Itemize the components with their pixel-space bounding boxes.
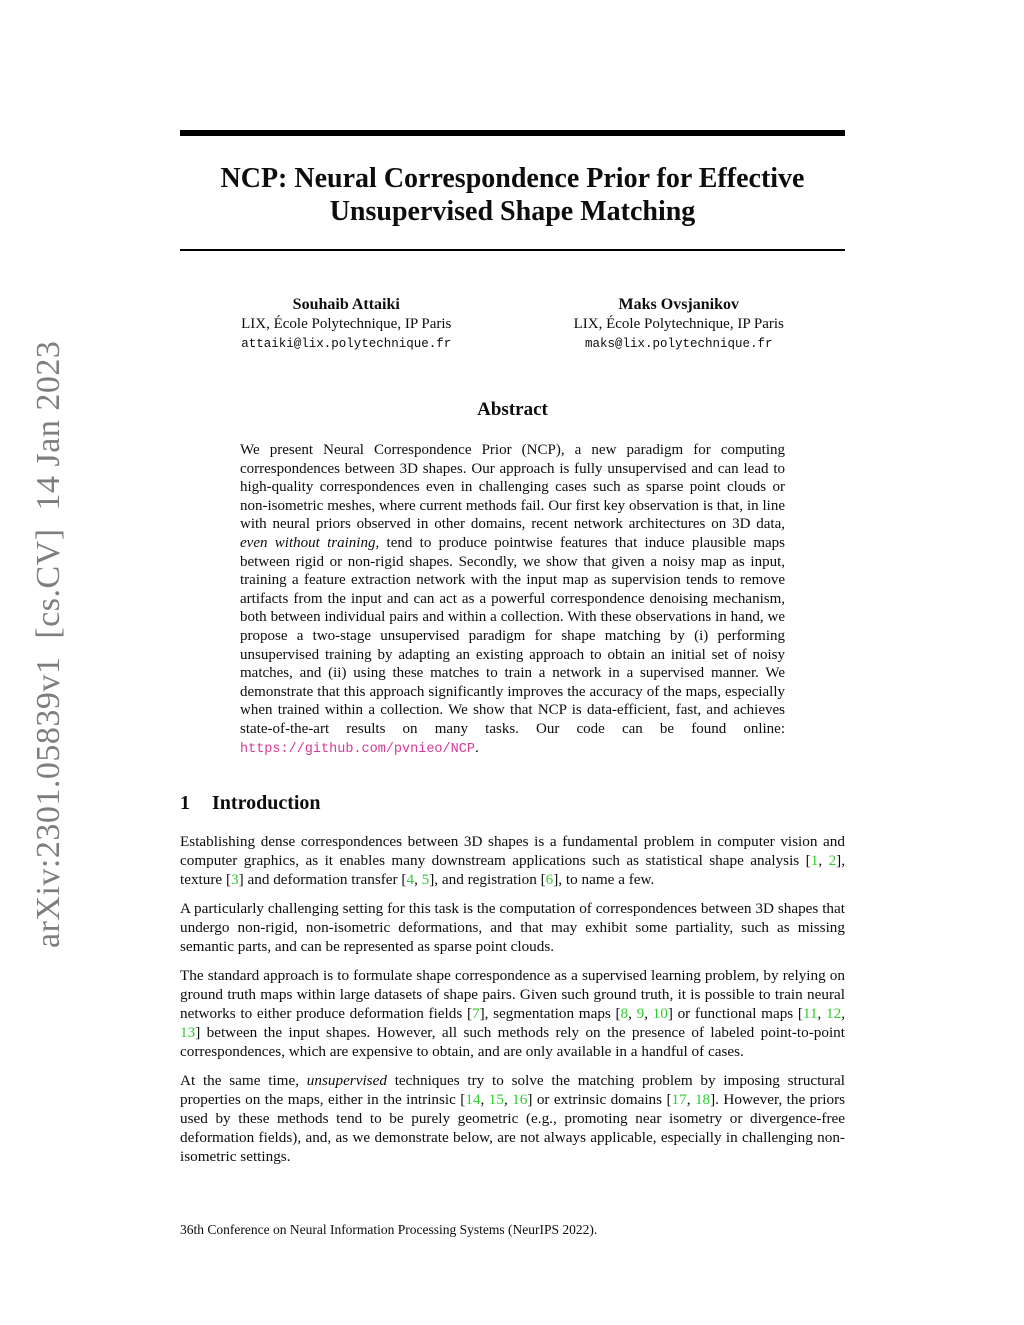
author-affiliation: LIX, École Polytechnique, IP Paris — [573, 316, 784, 332]
footer-note: 36th Conference on Neural Information Pr… — [180, 1222, 598, 1237]
title-line-1: NCP: Neural Correspondence Prior for Eff… — [220, 163, 805, 194]
text-run: , — [686, 1091, 695, 1109]
title-rule — [180, 249, 845, 251]
intro-paragraph-2: A particularly challenging setting for t… — [180, 899, 845, 956]
citation-link[interactable]: 14 — [465, 1091, 481, 1109]
arxiv-watermark: arXiv:2301.05839v1 [cs.CV] 14 Jan 2023 — [30, 340, 67, 948]
text-run: ] or functional maps [ — [667, 1005, 803, 1023]
paper-content: NCP: Neural Correspondence Prior for Eff… — [180, 0, 845, 1237]
text-run: Establishing dense correspondences betwe… — [180, 833, 845, 870]
section-title: Introduction — [212, 792, 321, 815]
citation-link[interactable]: 12 — [826, 1005, 842, 1023]
citation-link[interactable]: 3 — [231, 871, 239, 889]
text-run: ], texture [ — [180, 852, 846, 889]
intro-paragraph-4: At the same time, unsupervised technique… — [180, 1071, 845, 1166]
text-run: , — [628, 1005, 637, 1023]
abstract-text: We present Neural Correspondence Prior (… — [240, 441, 785, 759]
text-run: The standard approach is to formulate sh… — [180, 967, 845, 1023]
text-run: ] and deformation transfer [ — [238, 871, 407, 889]
paper-title: NCP: Neural Correspondence Prior for Eff… — [180, 162, 845, 228]
text-run: , — [480, 1091, 489, 1109]
text-run: We present Neural Correspondence Prior (… — [240, 442, 785, 533]
author-2: Maks Ovsjanikov LIX, École Polytechnique… — [513, 295, 846, 353]
author-1: Souhaib Attaiki LIX, École Polytechnique… — [180, 295, 513, 353]
author-block: Souhaib Attaiki LIX, École Polytechnique… — [180, 295, 845, 353]
text-run: unsupervised — [306, 1072, 387, 1090]
citation-link[interactable]: 9 — [636, 1005, 645, 1023]
text-run: A particularly challenging setting for t… — [180, 900, 845, 956]
title-line-2: Unsupervised Shape Matching — [329, 196, 696, 227]
text-run: . — [474, 739, 479, 756]
intro-paragraph-3: The standard approach is to formulate sh… — [180, 966, 845, 1061]
text-run: ], segmentation maps [ — [479, 1005, 621, 1023]
citation-link[interactable]: 16 — [512, 1091, 528, 1109]
top-rule — [180, 130, 845, 136]
citation-link[interactable]: 18 — [694, 1091, 711, 1109]
citation-link[interactable]: 7 — [472, 1005, 480, 1023]
citation-link[interactable]: 1 — [810, 852, 819, 870]
text-run: , — [818, 852, 829, 870]
text-run: ], to name a few. — [553, 871, 655, 889]
citation-link[interactable]: 10 — [652, 1005, 668, 1023]
text-run: ] between the input shapes. However, all… — [180, 1024, 845, 1061]
author-name: Maks Ovsjanikov — [618, 296, 739, 313]
citation-link[interactable]: 11 — [802, 1005, 818, 1023]
author-email: attaiki@lix.polytechnique.fr — [241, 337, 452, 351]
citation-link[interactable]: 15 — [488, 1091, 504, 1109]
author-email: maks@lix.polytechnique.fr — [584, 337, 773, 351]
text-run: , tend to produce pointwise features tha… — [240, 534, 785, 737]
citation-link[interactable]: 5 — [421, 871, 430, 889]
citation-link[interactable]: 13 — [180, 1024, 196, 1042]
text-run: ]. However, the priors used by these met… — [180, 1091, 846, 1166]
section-number: 1 — [180, 792, 190, 815]
text-run: ] or extrinsic domains [ — [527, 1091, 672, 1109]
text-run: , — [414, 871, 422, 889]
text-run: , — [644, 1005, 653, 1023]
text-run: techniques try to solve the matching pro… — [180, 1072, 845, 1109]
text-run: , — [503, 1091, 513, 1109]
author-name: Souhaib Attaiki — [292, 296, 400, 313]
intro-paragraph-1: Establishing dense correspondences betwe… — [180, 832, 845, 889]
text-run: even without training — [240, 534, 376, 551]
github-code-link[interactable]: https://github.com/pvnieo/NCP — [240, 741, 475, 757]
citation-link[interactable]: 2 — [828, 852, 837, 870]
text-run: At the same time, — [180, 1072, 307, 1090]
author-affiliation: LIX, École Polytechnique, IP Paris — [241, 316, 452, 332]
abstract-heading: Abstract — [477, 399, 548, 420]
section-heading-introduction: 1 Introduction — [180, 792, 845, 815]
citation-link[interactable]: 17 — [671, 1091, 687, 1109]
citation-link[interactable]: 4 — [406, 871, 415, 889]
text-run: , — [817, 1005, 827, 1023]
text-run: ], and registration [ — [429, 871, 546, 889]
citation-link[interactable]: 6 — [545, 871, 554, 889]
text-run: , — [841, 1005, 845, 1023]
citation-link[interactable]: 8 — [620, 1005, 629, 1023]
